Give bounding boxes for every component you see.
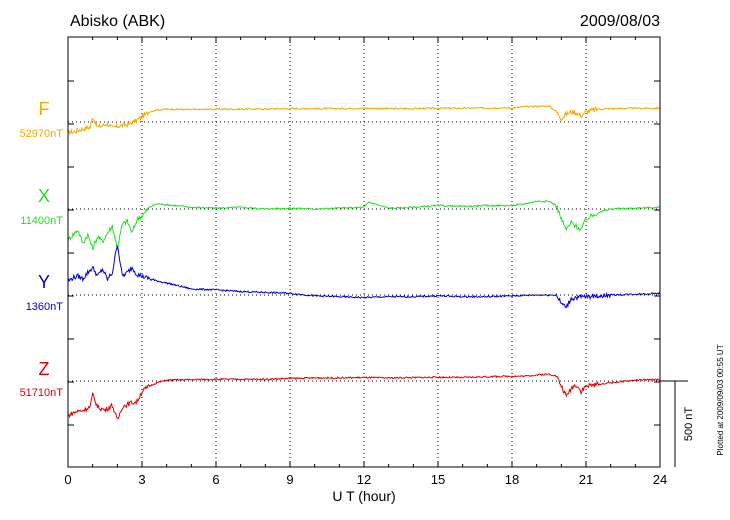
series-line-X [67, 199, 661, 251]
axis-ticks: 0 3 6 9 12 15 18 21 24 [64, 37, 667, 487]
x-tick-label-9: 9 [286, 472, 293, 487]
x-tick-label-21: 21 [579, 472, 593, 487]
x-tick-label-15: 15 [431, 472, 445, 487]
series-line-Z [67, 373, 661, 419]
x-axis-label: U T (hour) [332, 488, 395, 504]
series-name-X: X [38, 186, 50, 206]
plotted-timestamp: Plotted at 2009/09/03 00:55 UT [716, 344, 725, 455]
series-name-F: F [39, 99, 50, 119]
series-name-Z: Z [39, 359, 50, 379]
series-baseline-F: 52970nT [20, 128, 64, 140]
date-label: 2009/08/03 [580, 13, 660, 30]
x-tick-label-3: 3 [138, 472, 145, 487]
scale-bar-label: 500 nT [683, 407, 695, 442]
scale-bar: 500 nT [660, 380, 695, 467]
station-title: Abisko (ABK) [70, 13, 165, 30]
x-tick-label-12: 12 [357, 472, 371, 487]
x-tick-label-18: 18 [505, 472, 519, 487]
series-labels: F 52970nT X 11400nT Y 1360nT Z 51710nT [20, 99, 64, 399]
x-tick-label-6: 6 [212, 472, 219, 487]
series-line-F [67, 105, 661, 136]
series-baseline-X: 11400nT [20, 215, 63, 227]
series-lines [67, 105, 661, 419]
series-name-Y: Y [38, 272, 50, 292]
grid-lines [68, 37, 660, 467]
series-baseline-Z: 51710nT [20, 387, 64, 399]
series-baseline-Y: 1360nT [26, 301, 64, 313]
x-tick-label-24: 24 [653, 472, 667, 487]
x-tick-label-0: 0 [64, 472, 71, 487]
series-line-Y [67, 245, 661, 309]
